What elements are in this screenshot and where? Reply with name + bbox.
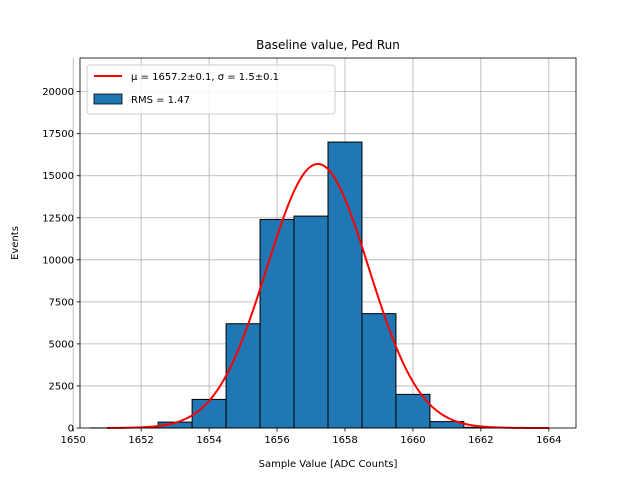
- legend-hist-label: RMS = 1.47: [131, 95, 190, 106]
- gaussian-fit-curve: [107, 162, 549, 429]
- y-axis-title: Events: [10, 226, 21, 260]
- y-tick-label: 5000: [49, 339, 74, 350]
- x-tick-label: 1662: [468, 435, 493, 446]
- x-axis: 1650 1652 1654 1656 1658 1660 1662 1664: [60, 428, 562, 446]
- y-tick-label: 12500: [42, 213, 74, 224]
- legend-hist-swatch: [93, 93, 123, 105]
- y-tick-label: 15000: [42, 171, 74, 182]
- histogram-bar: [361, 313, 397, 429]
- x-tick-label: 1658: [332, 435, 357, 446]
- histogram-bar: [191, 398, 227, 429]
- x-tick-label: 1654: [196, 435, 221, 446]
- legend-fit-label: μ = 1657.2±0.1, σ = 1.5±0.1: [131, 72, 279, 83]
- legend: μ = 1657.2±0.1, σ = 1.5±0.1 RMS = 1.47: [86, 64, 336, 115]
- y-tick-label: 20000: [42, 87, 74, 98]
- y-tick-label: 0: [68, 424, 74, 435]
- x-tick-label: 1664: [536, 435, 561, 446]
- histogram-bar: [293, 215, 329, 429]
- x-tick-label: 1656: [264, 435, 289, 446]
- histogram-bar: [395, 393, 431, 429]
- legend-box: [86, 64, 336, 115]
- y-tick-label: 10000: [42, 255, 74, 266]
- x-tick-label: 1652: [128, 435, 153, 446]
- x-axis-title: Sample Value [ADC Counts]: [259, 459, 398, 470]
- x-tick-label: 1650: [60, 435, 85, 446]
- histogram-bar: [259, 218, 295, 429]
- y-axis: 0 2500 5000 7500 10000 12500 15000 17500 20000: [42, 87, 80, 435]
- plot-frame: [79, 57, 577, 429]
- histogram-bar: [327, 141, 363, 429]
- y-tick-label: 17500: [42, 129, 74, 140]
- x-tick-label: 1660: [400, 435, 425, 446]
- y-tick-label: 7500: [49, 297, 74, 308]
- chart-title: Baseline value, Ped Run: [256, 38, 400, 52]
- y-tick-label: 2500: [49, 381, 74, 392]
